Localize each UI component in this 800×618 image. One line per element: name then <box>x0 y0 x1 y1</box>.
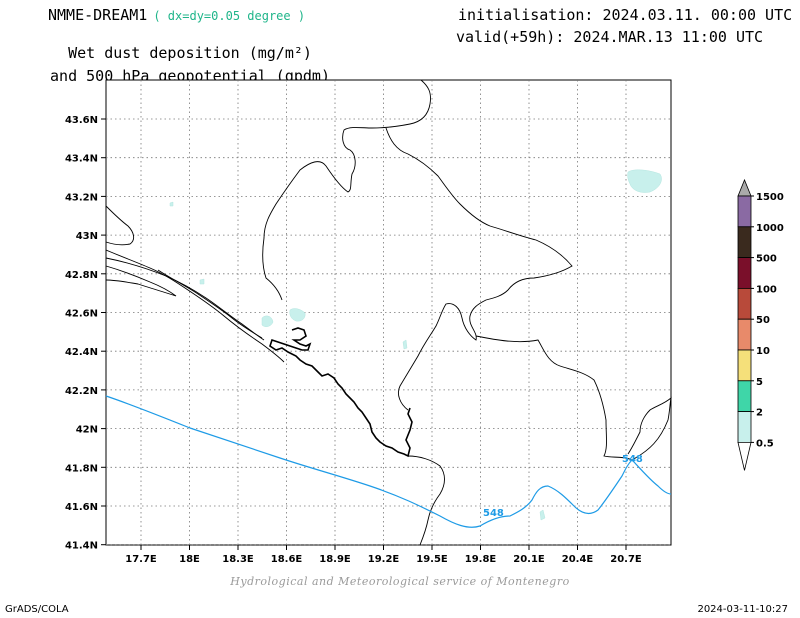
dust-patch-small-2 <box>539 509 546 521</box>
border-west <box>105 205 135 246</box>
lat-tick-label: 42.8N <box>65 270 98 281</box>
lat-tick-label: 41.6N <box>65 502 98 513</box>
gridlines <box>106 80 671 546</box>
lat-tick-label: 42.6N <box>65 309 98 320</box>
lat-tick-label: 43.4N <box>65 154 98 165</box>
lat-tick-label: 41.8N <box>65 463 98 474</box>
colorbar-bottom-arrow <box>737 442 752 471</box>
border-east <box>385 127 573 411</box>
credit-line: Hydrological and Meteorological service … <box>230 575 570 588</box>
lon-tick-label: 20.1E <box>513 554 545 565</box>
dust-patch-coast <box>261 315 274 327</box>
border-albania <box>475 335 672 461</box>
dust-deposition-patches <box>169 169 662 521</box>
lon-tick-label: 18E <box>179 554 200 565</box>
lon-tick-label: 18.6E <box>271 554 303 565</box>
axis-ticks <box>101 118 627 550</box>
borders <box>105 79 672 546</box>
colorbar-legend: 1500 1000 500 100 50 10 5 2 0.5 <box>737 178 784 471</box>
lat-tick-label: 42N <box>76 425 98 436</box>
contour-548 <box>105 395 672 528</box>
map-panel: 548 548 <box>105 79 672 546</box>
colorbar-top-arrow <box>737 178 752 197</box>
latitude-labels: 43.6N 43.4N 43.2N 43N 42.8N 42.6N 42.4N 42.2N 42… <box>65 115 98 552</box>
geopotential-contour <box>105 395 672 528</box>
border-north <box>262 79 431 301</box>
lat-tick-label: 43.2N <box>65 192 98 203</box>
coast-inner <box>105 257 265 341</box>
lon-tick-label: 20.7E <box>610 554 642 565</box>
lon-tick-label: 18.9E <box>319 554 351 565</box>
colorbar-label: 500 <box>756 254 777 265</box>
lat-tick-label: 43.6N <box>65 115 98 126</box>
dust-patch-ne <box>627 169 662 193</box>
colorbar-label: 100 <box>756 284 777 295</box>
colorbar-swatch <box>737 257 752 289</box>
dust-patch-small-3 <box>169 201 174 207</box>
colorbar-label: 10 <box>756 346 770 357</box>
variable-title-line1: Wet dust deposition (mg/m²) <box>68 44 312 62</box>
lat-tick-label: 43N <box>76 231 98 242</box>
lat-tick-label: 42.4N <box>65 347 98 358</box>
colorbar-swatch <box>737 411 752 443</box>
model-resolution: ( dx=dy=0.05 degree ) <box>153 9 306 23</box>
dust-patch-small-1 <box>402 339 408 350</box>
lat-tick-label: 41.4N <box>65 541 98 552</box>
colorbar-swatch <box>737 226 752 259</box>
model-title: NMME-DREAM1 ( dx=dy=0.05 degree ) <box>48 6 305 24</box>
colorbar-label: 0.5 <box>756 438 774 449</box>
valid-time: valid(+59h): 2024.MAR.13 11:00 UTC <box>456 28 764 46</box>
map-frame <box>105 79 672 546</box>
colorbar-swatch <box>737 318 752 351</box>
colorbar-label: 1000 <box>756 223 784 234</box>
lon-tick-label: 19.5E <box>416 554 448 565</box>
border-bih <box>157 269 263 339</box>
border-south <box>407 455 445 546</box>
lon-tick-label: 18.3E <box>222 554 254 565</box>
dust-patch-small-4 <box>199 278 205 285</box>
contour-label-2: 548 <box>622 454 643 465</box>
lat-tick-label: 42.2N <box>65 386 98 397</box>
lon-tick-label: 20.4E <box>562 554 594 565</box>
colorbar-label: 2 <box>756 408 763 419</box>
colorbar-swatch <box>737 195 752 228</box>
lon-tick-label: 17.7E <box>125 554 157 565</box>
model-name: NMME-DREAM1 <box>48 6 148 24</box>
initialisation-time: initialisation: 2024.03.11. 00:00 UTC <box>458 6 793 24</box>
colorbar-swatch <box>737 349 752 382</box>
coast-peljesac <box>105 265 177 297</box>
longitude-labels: 17.7E 18E 18.3E 18.6E 18.9E 19.2E 19.5E 19.8E 20… <box>125 554 642 565</box>
lon-tick-label: 19.2E <box>368 554 400 565</box>
colorbar-label: 1500 <box>756 192 784 203</box>
dust-patch-lake <box>289 308 306 322</box>
lon-tick-label: 19.8E <box>465 554 497 565</box>
colorbar-swatch <box>737 380 752 412</box>
contour-label-1: 548 <box>483 508 504 519</box>
colorbar-swatch <box>737 287 752 320</box>
coastline-montenegro <box>269 327 413 458</box>
coast-croatia <box>105 249 285 363</box>
colorbar-label: 50 <box>756 315 770 326</box>
footer-timestamp: 2024-03-11-10:27 <box>697 604 788 615</box>
colorbar-label: 5 <box>756 377 763 388</box>
footer-software: GrADS/COLA <box>5 604 69 615</box>
